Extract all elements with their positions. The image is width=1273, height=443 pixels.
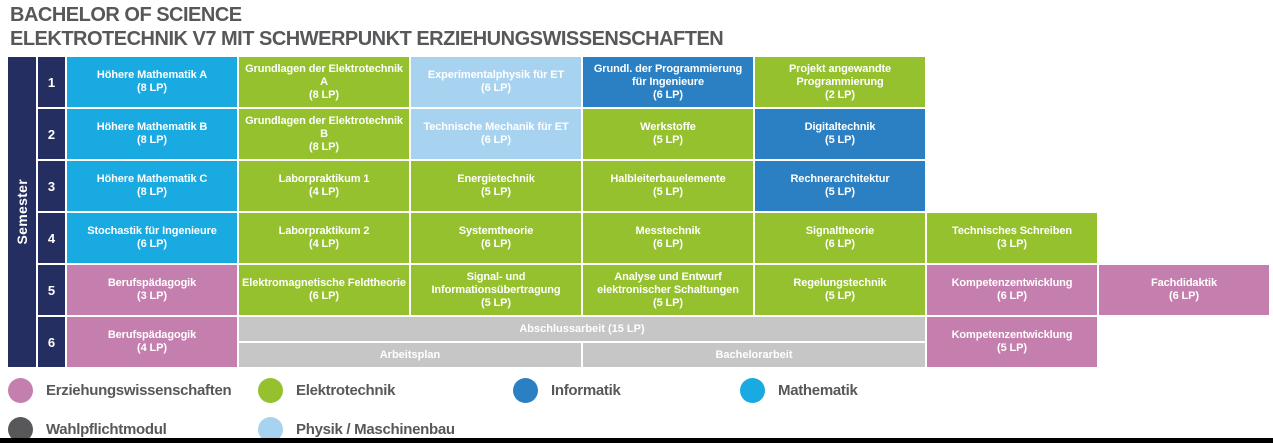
module-cell: Energietechnik (5 LP)	[411, 161, 581, 211]
module-cell: Kompetenzentwicklung (6 LP)	[927, 265, 1097, 315]
module-cell: Werkstoffe (5 LP)	[583, 109, 753, 159]
semester-axis-label: Semester	[8, 57, 36, 367]
module-cell: Grundl. der Programmierung für Ingenieur…	[583, 57, 753, 107]
module-cell: Höhere Mathematik C (8 LP)	[67, 161, 237, 211]
legend-item-erziehungswissenschaften: Erziehungswissenschaften	[8, 377, 232, 403]
legend-item-informatik: Informatik	[513, 377, 621, 403]
legend-item-wahlpflichtmodul: Wahlpflichtmodul	[8, 416, 167, 442]
module-cell: Halbleiterbauelemente (5 LP)	[583, 161, 753, 211]
module-cell: Technisches Schreiben (3 LP)	[927, 213, 1097, 263]
legend-dot-mathematik	[740, 377, 765, 403]
module-cell: Stochastik für Ingenieure (6 LP)	[67, 213, 237, 263]
thesis-workplan-cell: Arbeitsplan	[239, 343, 581, 367]
module-cell: Signal- und Informationsübertragung (5 LP…	[411, 265, 581, 315]
thesis-title-cell: Abschlussarbeit (15 LP)	[239, 317, 925, 341]
semester-number: 2	[38, 109, 65, 159]
module-cell: Höhere Mathematik A (8 LP)	[67, 57, 237, 107]
legend-dot-informatik	[513, 377, 538, 403]
curriculum-table: Semester 1 Höhere Mathematik A (8 LP) Gru…	[8, 57, 1269, 367]
thesis-bachelor-cell: Bachelorarbeit	[583, 343, 925, 367]
module-cell: Analyse und Entwurf elektronischer Schal…	[583, 265, 753, 315]
module-cell: Höhere Mathematik B (8 LP)	[67, 109, 237, 159]
legend-item-physik-maschinenbau: Physik / Maschinenbau	[258, 416, 455, 442]
page-header: BACHELOR OF SCIENCE ELEKTROTECHNIK V7 MI…	[10, 3, 724, 51]
module-grid: 1 Höhere Mathematik A (8 LP) Grundlagen d…	[38, 57, 1269, 367]
module-cell: Grundlagen der Elektrotechnik A (8 LP)	[239, 57, 409, 107]
module-cell: Digitaltechnik (5 LP)	[755, 109, 925, 159]
legend-dot-elektrotechnik	[258, 377, 283, 403]
module-cell: Kompetenzentwicklung (5 LP)	[927, 317, 1097, 367]
legend-item-mathematik: Mathematik	[740, 377, 858, 403]
semester-number: 4	[38, 213, 65, 263]
module-cell: Elektromagnetische Feldtheorie (6 LP)	[239, 265, 409, 315]
bottom-edge-bar	[0, 438, 1273, 443]
semester-number: 5	[38, 265, 65, 315]
legend-dot-erziehungswissenschaften	[8, 377, 33, 403]
degree-title: BACHELOR OF SCIENCE	[10, 4, 242, 26]
module-cell: Laborpraktikum 2 (4 LP)	[239, 213, 409, 263]
module-cell: Regelungstechnik (5 LP)	[755, 265, 925, 315]
thesis-block: Abschlussarbeit (15 LP) Arbeitsplan Bach…	[239, 317, 925, 367]
legend-dot-wahlpflichtmodul	[8, 416, 33, 442]
semester-number: 6	[38, 317, 65, 367]
module-cell: Projekt angewandte Programmierung (2 LP)	[755, 57, 925, 107]
module-cell: Berufspädagogik (3 LP)	[67, 265, 237, 315]
module-cell: Messtechnik (6 LP)	[583, 213, 753, 263]
semester-number: 3	[38, 161, 65, 211]
module-cell: Technische Mechanik für ET (6 LP)	[411, 109, 581, 159]
module-cell: Fachdidaktik (6 LP)	[1099, 265, 1269, 315]
module-cell: Signaltheorie (6 LP)	[755, 213, 925, 263]
module-cell: Experimentalphysik für ET (6 LP)	[411, 57, 581, 107]
module-cell: Rechnerarchitektur (5 LP)	[755, 161, 925, 211]
legend-dot-physik-maschinenbau	[258, 416, 283, 442]
module-cell: Systemtheorie (6 LP)	[411, 213, 581, 263]
module-cell: Laborpraktikum 1 (4 LP)	[239, 161, 409, 211]
module-cell: Grundlagen der Elektrotechnik B (8 LP)	[239, 109, 409, 159]
semester-number: 1	[38, 57, 65, 107]
module-cell: Berufspädagogik (4 LP)	[67, 317, 237, 367]
legend-item-elektrotechnik: Elektrotechnik	[258, 377, 395, 403]
program-title: ELEKTROTECHNIK V7 MIT SCHWERPUNKT ERZIEH…	[10, 28, 724, 50]
